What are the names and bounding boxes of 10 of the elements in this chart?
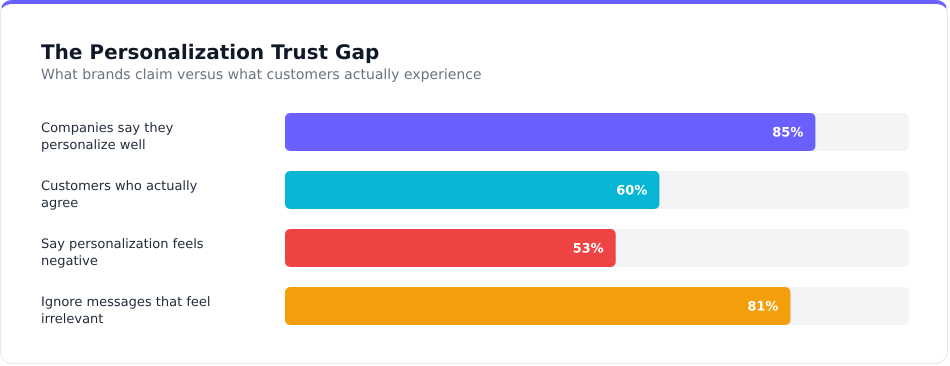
data-label: 53% [572,242,604,257]
chart-subtitle: What brands claim versus what customers actually experience [41,67,482,83]
data-label: 81% [747,300,778,315]
y-tick-label: Companies say they personalize well [41,121,174,153]
data-label: 85% [772,126,804,141]
y-tick-label: Say personalization feels negative [41,237,204,269]
y-tick-label: Ignore messages that feel irrelevant [41,295,211,327]
data-label: 60% [616,184,648,199]
y-tick-label: Customers who actually agree [41,179,198,211]
chart-title: The Personalization Trust Gap [41,40,380,64]
